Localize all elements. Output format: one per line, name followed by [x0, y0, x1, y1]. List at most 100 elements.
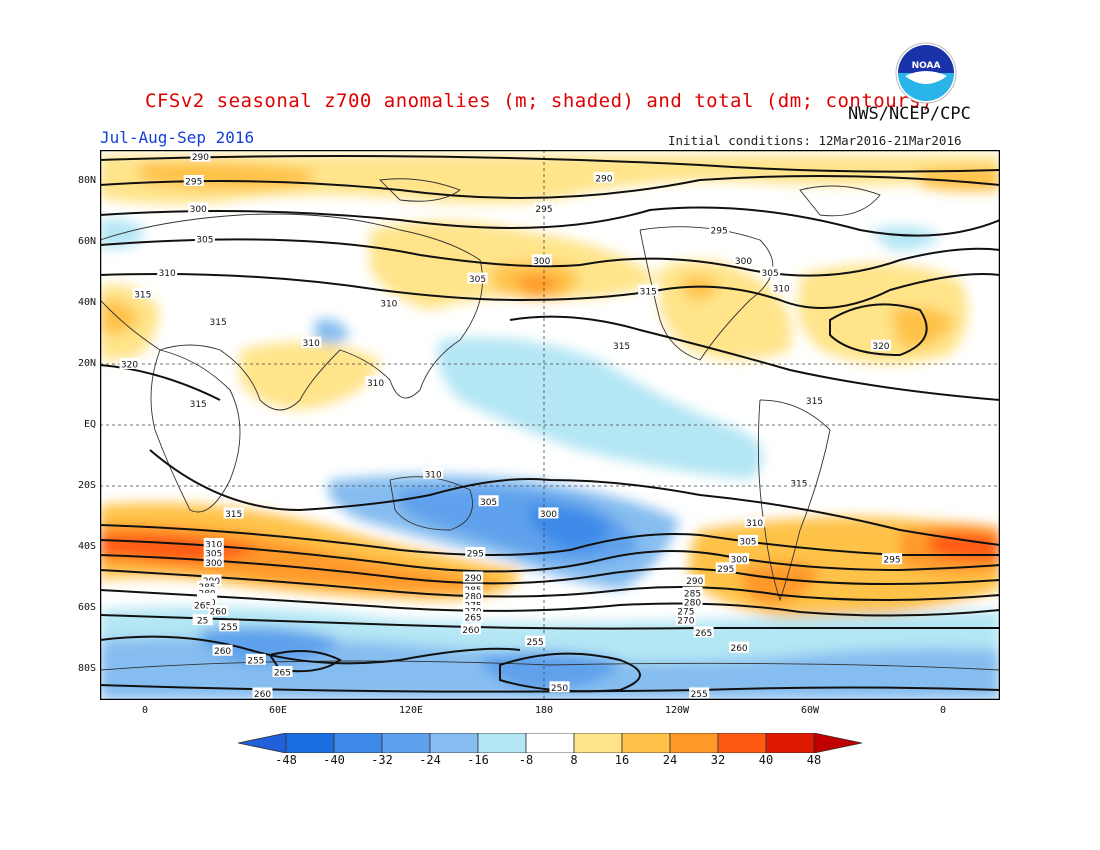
contour-label-text: 310: [303, 339, 320, 349]
contour-label-text: 250: [551, 684, 568, 694]
contour-label-text: 300: [533, 257, 550, 267]
contour-label-text: 315: [806, 397, 823, 407]
contour-label: 290: [190, 150, 211, 163]
contour-label-text: 300: [540, 510, 557, 520]
anomaly-map: 2902953003053103153203153103103103053002…: [100, 150, 1000, 700]
lat-label: 40N: [77, 297, 96, 308]
contour-label: 260: [212, 644, 233, 657]
contour-label: 305: [203, 547, 224, 560]
anomaly-shading: [100, 155, 1000, 700]
colorbar-cell: [429, 733, 479, 753]
contour-label-text: 255: [221, 623, 238, 633]
lon-label: 60E: [268, 705, 288, 716]
contour-label: 255: [219, 620, 240, 633]
contour-label: 305: [194, 232, 215, 245]
contour-label: 310: [744, 516, 765, 529]
contour-label-text: 265: [194, 601, 211, 611]
contour-label-text: 265: [695, 629, 712, 639]
contour-label: 315: [611, 339, 632, 352]
contour-label-text: 310: [773, 284, 790, 294]
contour-label-text: 260: [462, 626, 479, 636]
lon-label: 120E: [398, 705, 424, 716]
colorbar-label: -16: [467, 753, 489, 767]
contour-label: 310: [423, 467, 444, 480]
contour-label: 280: [463, 589, 484, 602]
colorbar-label: 48: [806, 753, 822, 767]
contour-label: 315: [188, 397, 209, 410]
contour-label: 300: [203, 556, 224, 569]
contour-label-text: 260: [214, 647, 231, 657]
contour-label: 265: [463, 611, 484, 624]
contour-label: 265: [272, 666, 293, 679]
colorbar-label: 24: [662, 753, 678, 767]
colorbar-over-arrow: [813, 733, 862, 753]
contour-label: 310: [203, 537, 224, 550]
contour-label-text: 315: [225, 510, 242, 520]
colorbar: [238, 733, 862, 753]
contour-label-text: 315: [613, 342, 630, 352]
contour-label-text: 315: [790, 479, 807, 489]
contour-label-text: 290: [686, 577, 703, 587]
contour-label: 260: [252, 687, 273, 700]
contour-label: 255: [525, 635, 546, 648]
lat-label: 20N: [77, 358, 96, 369]
contour-label-text: 255: [691, 690, 708, 700]
contour-label-text: 295: [717, 565, 734, 575]
contour-label-text: 260: [254, 690, 271, 700]
colorbar-cell: [381, 733, 431, 753]
colorbar-cell: [765, 733, 815, 753]
contour-label: 295: [715, 562, 736, 575]
contour-label: 295: [465, 547, 486, 560]
colorbar-cell: [477, 733, 527, 753]
lat-label: 80N: [77, 175, 96, 186]
lon-label: 120W: [664, 705, 690, 716]
colorbar-label: 16: [614, 753, 630, 767]
colorbar-label: -8: [518, 753, 534, 767]
graticule: [100, 150, 1000, 700]
contour-label: 300: [733, 254, 754, 267]
contour-label-text: 310: [746, 519, 763, 529]
contour-label: 310: [301, 336, 322, 349]
contour-label: 315: [132, 287, 153, 300]
contour-label-text: 295: [185, 178, 202, 188]
contour-label: 300: [188, 202, 209, 215]
contour-label: 295: [709, 223, 730, 236]
colorbar-label: -40: [323, 753, 345, 767]
contour-label-text: 295: [467, 550, 484, 560]
contour-label-text: 295: [883, 556, 900, 566]
contour-label: 290: [684, 574, 705, 587]
colorbar-label: -32: [371, 753, 393, 767]
contour-label: 295: [882, 553, 903, 566]
contour-label: 265: [192, 598, 213, 611]
initial-conditions-label: Initial conditions: 12Mar2016-21Mar2016: [668, 133, 962, 148]
contour-label-text: 295: [535, 205, 552, 215]
contour-label: 315: [208, 315, 229, 328]
contour-label-text: 310: [159, 269, 176, 279]
contour-label: 305: [737, 534, 758, 547]
contour-label: 300: [531, 254, 552, 267]
contour-label-text: 320: [872, 342, 889, 352]
colorbar-label: 32: [710, 753, 726, 767]
contour-label-text: 265: [464, 614, 481, 624]
contour-label: 290: [463, 571, 484, 584]
colorbar-cell: [669, 733, 719, 753]
contour-label-text: 260: [210, 608, 227, 618]
contour-label-text: 265: [274, 669, 291, 679]
colorbar-label: -48: [275, 753, 297, 767]
contour-label-text: 300: [190, 205, 207, 215]
season-label: Jul-Aug-Sep 2016: [100, 128, 255, 147]
contour-label-text: 315: [640, 287, 657, 297]
contour-label-text: 305: [739, 537, 756, 547]
colorbar-under-arrow: [238, 733, 287, 753]
contour-label-text: 300: [730, 556, 747, 566]
lat-label: 40S: [77, 541, 96, 552]
contour-label-text: 290: [595, 174, 612, 184]
contour-label-text: 300: [205, 559, 222, 569]
contour-label-text: 310: [367, 379, 384, 389]
contour-label: 310: [771, 281, 792, 294]
contour-label: 250: [549, 681, 570, 694]
contour-label: 300: [538, 507, 559, 520]
map-title: CFSv2 seasonal z700 anomalies (m; shaded…: [145, 90, 933, 112]
colorbar-cell: [573, 733, 623, 753]
logo-text: NOAA: [912, 61, 941, 71]
